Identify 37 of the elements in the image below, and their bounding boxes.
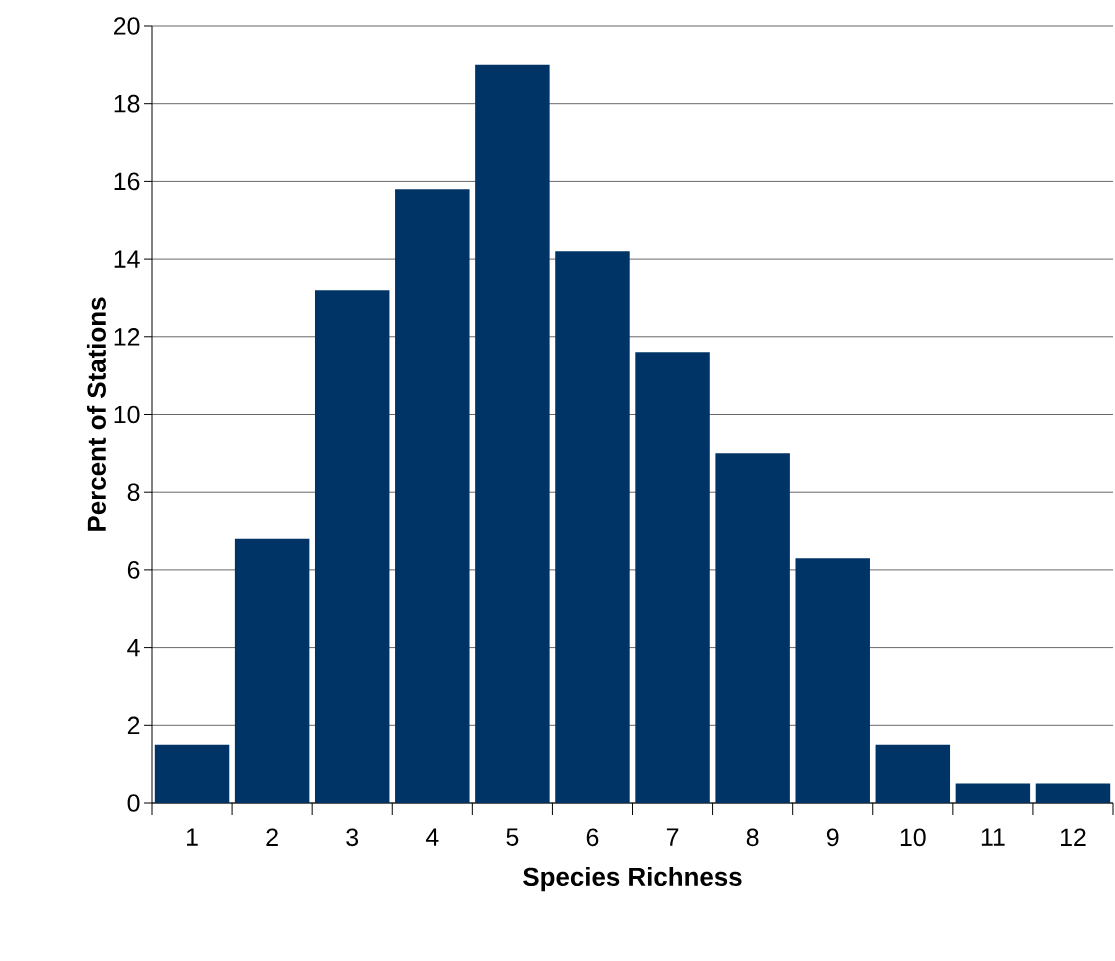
bar <box>875 744 951 803</box>
y-tick-label: 4 <box>127 639 140 657</box>
x-tick-label: 11 <box>981 828 1005 846</box>
y-tick-label: 0 <box>127 794 140 812</box>
y-tick-label: 14 <box>114 250 140 268</box>
bar <box>635 352 710 803</box>
y-tick-label: 16 <box>114 172 140 191</box>
y-tick-label: 8 <box>127 483 140 502</box>
bar <box>234 538 310 803</box>
y-tick-label: 10 <box>114 405 140 424</box>
y-tick-label: 6 <box>127 561 140 579</box>
x-tick-label: 2 <box>266 828 278 846</box>
bar <box>715 453 790 803</box>
bar <box>314 290 390 803</box>
y-tick-label: 20 <box>114 17 140 35</box>
y-axis-title: Percent of Stations <box>86 297 106 531</box>
bar <box>1035 783 1111 803</box>
x-tick-label: 12 <box>1061 828 1086 846</box>
bar <box>555 251 630 803</box>
y-tick-label: 18 <box>114 94 140 113</box>
x-tick-label: 7 <box>666 828 679 846</box>
x-tick-label: 10 <box>900 828 926 847</box>
x-axis-title: Species Richness <box>523 867 742 892</box>
x-tick-label: 6 <box>586 828 599 847</box>
x-tick-label: 4 <box>425 828 439 846</box>
y-tick-label: 12 <box>114 328 140 346</box>
bar <box>795 558 870 803</box>
x-tick-label: 3 <box>346 828 359 847</box>
x-tick-label: 8 <box>746 828 759 847</box>
bar <box>955 783 1031 803</box>
bar <box>395 189 470 803</box>
x-tick-label: 9 <box>826 828 839 847</box>
x-tick-label: 1 <box>187 828 198 846</box>
y-tick-label: 2 <box>127 716 140 734</box>
bar <box>475 64 550 803</box>
bar <box>154 744 230 803</box>
x-tick-label: 5 <box>506 828 519 846</box>
